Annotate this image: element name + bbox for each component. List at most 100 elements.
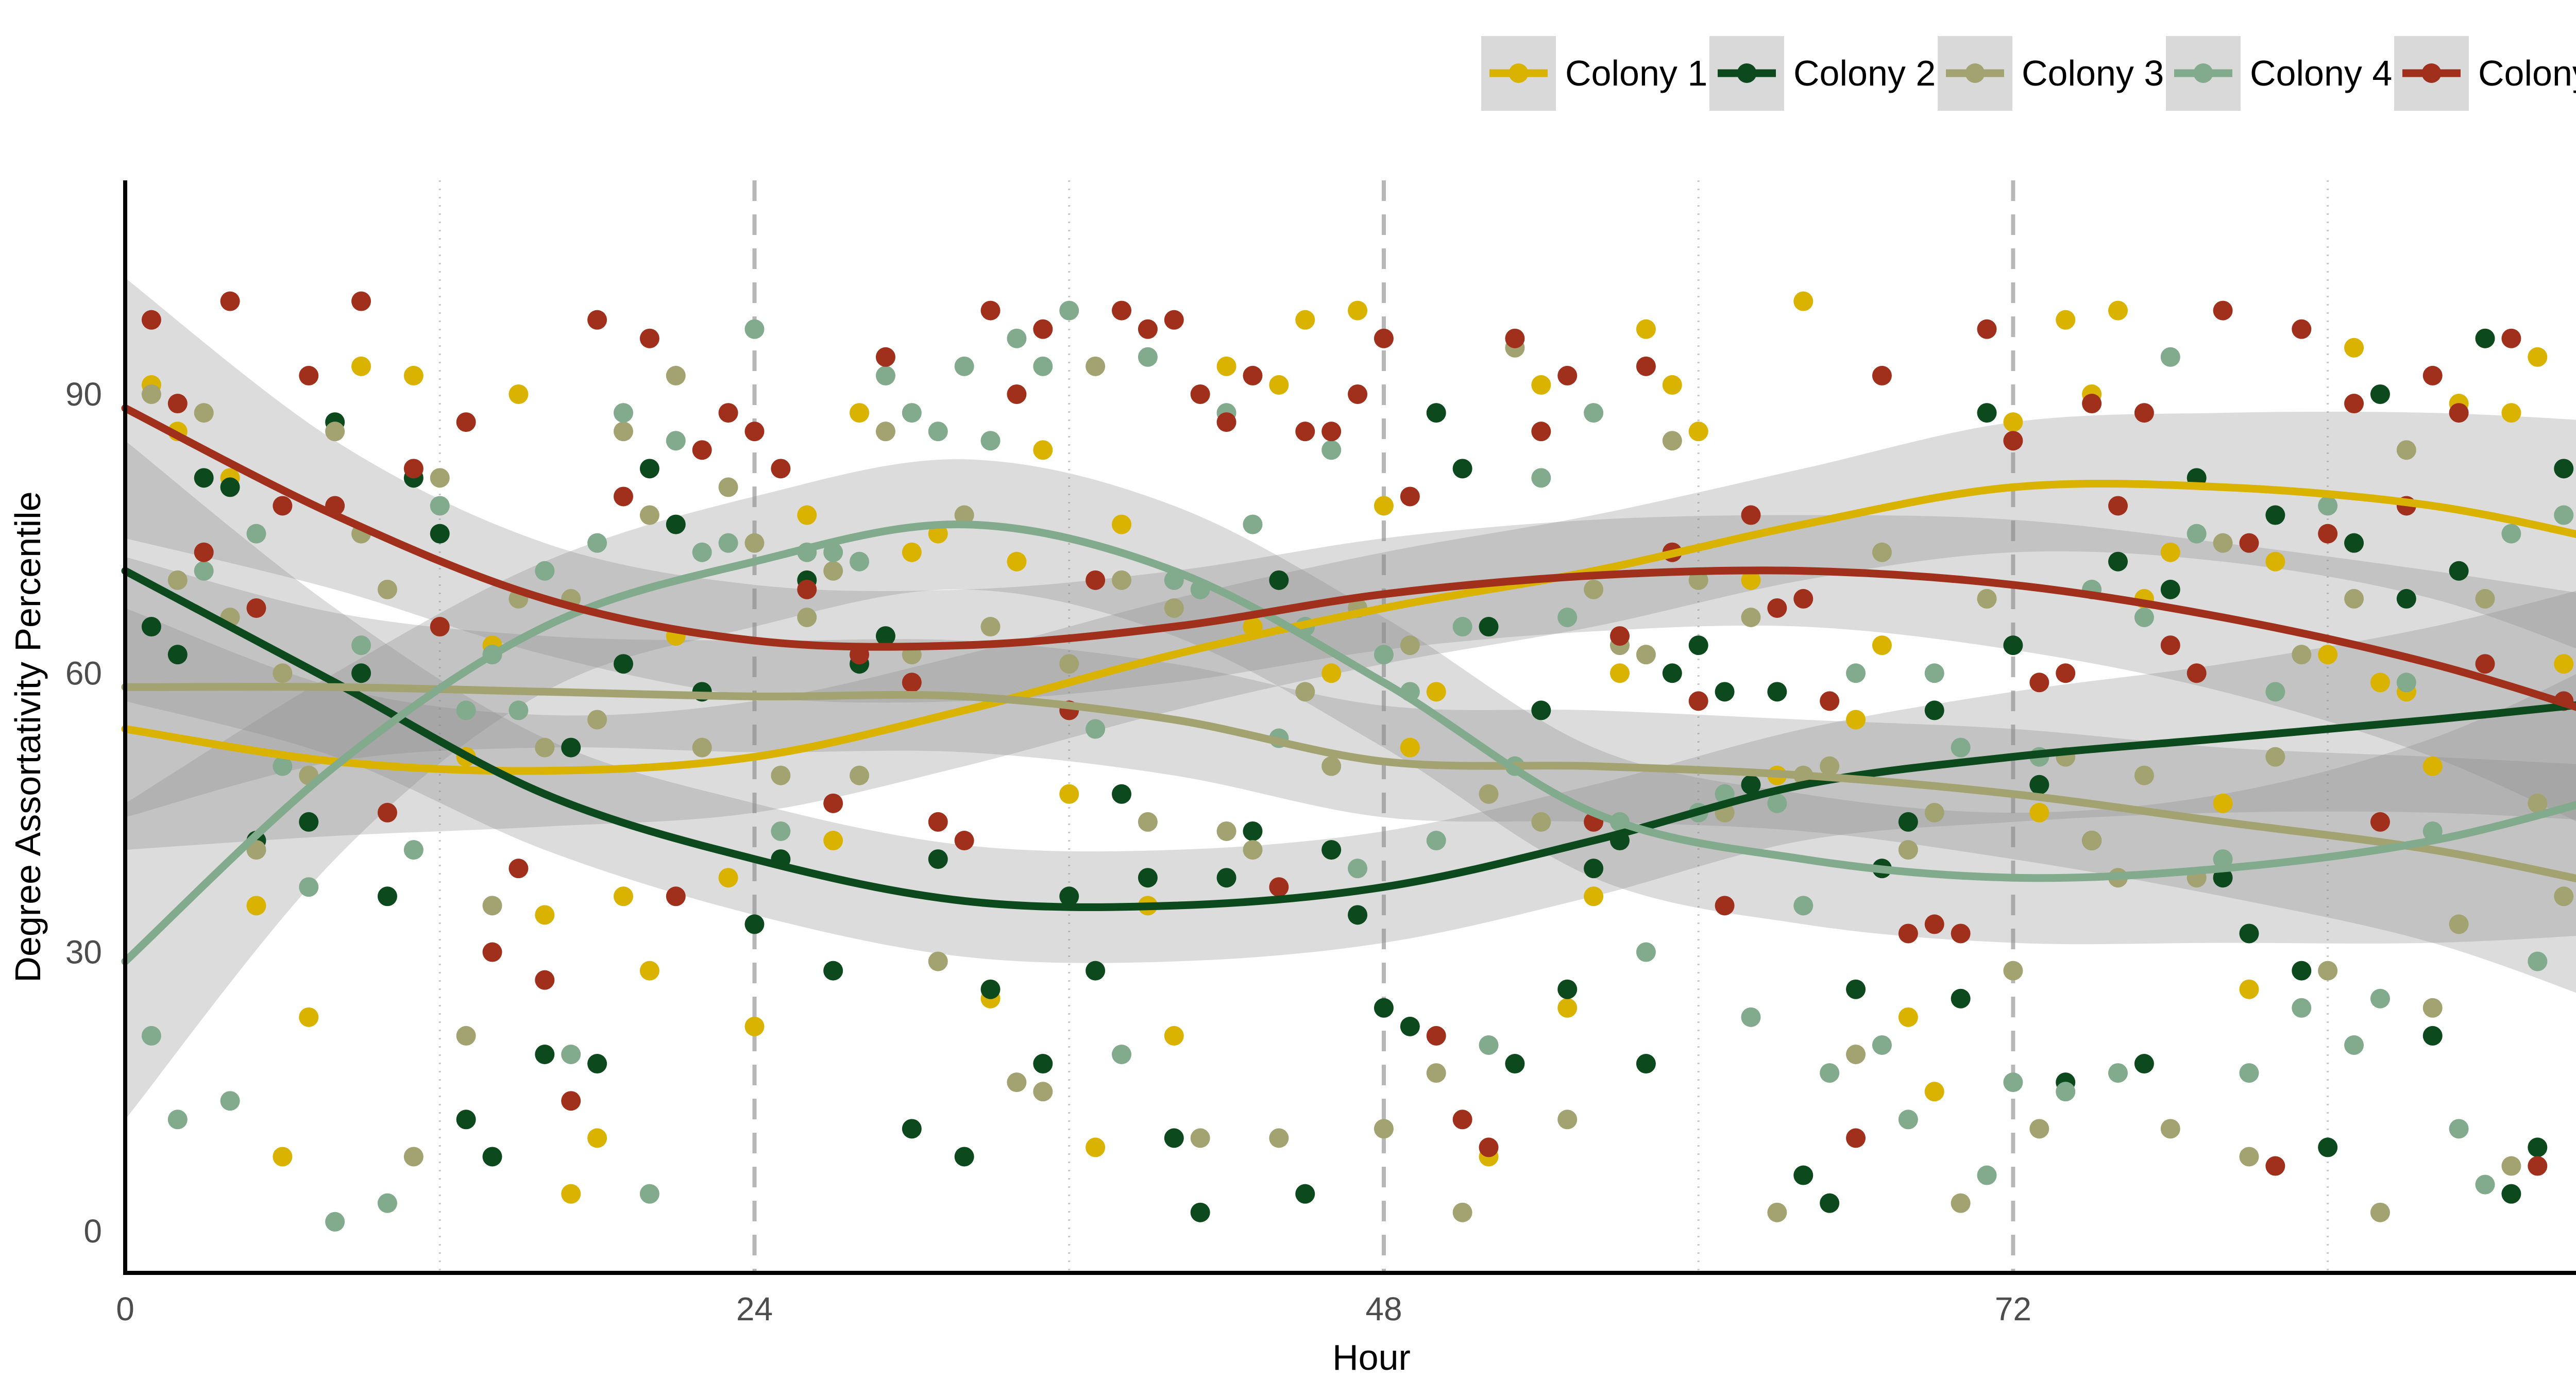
data-point [2108,496,2128,516]
data-point [1951,923,1971,944]
data-point [587,1054,607,1074]
data-point [2292,319,2312,339]
data-point [1138,347,1158,367]
data-point [273,1147,293,1167]
data-point [1033,1054,1053,1074]
data-point [2501,328,2521,348]
data-point [1007,1072,1027,1093]
legend-label: Colony 1 [1565,53,1707,93]
data-point [1007,551,1027,572]
data-point [928,812,948,832]
data-point [639,1184,659,1204]
data-point [1086,356,1106,376]
data-point [509,384,529,404]
reference-lines [438,180,2329,1273]
data-point [2422,756,2443,776]
data-point [141,1026,161,1046]
data-point [1479,1137,1499,1157]
trend-line [121,520,2576,966]
legend-item: Colony 1 [1481,36,1707,111]
data-point [1374,1119,1394,1139]
data-point [1505,1054,1525,1074]
data-point [1584,859,1604,879]
data-point [2422,1026,2443,1046]
data-point [1452,617,1472,637]
data-point [561,1091,581,1111]
confidence-band [125,411,2576,850]
data-point [2056,663,2076,683]
data-point [1348,384,1368,404]
data-point [2134,608,2154,627]
data-point [850,403,870,423]
data-point [535,905,555,925]
data-point [1584,403,1604,423]
data-point [875,365,895,385]
data-point [1688,422,1708,442]
data-point [1374,998,1394,1018]
data-point [1924,663,1944,683]
data-point [1741,505,1761,525]
data-point [1872,542,1892,562]
data-point [718,403,738,423]
data-point [2554,654,2574,674]
data-point [1426,682,1446,702]
data-point [1269,375,1289,395]
x-tick-label: 0 [116,1290,134,1328]
data-point [2265,682,2285,702]
legend-item: Colony 5 [2394,36,2576,111]
data-point [246,896,266,916]
data-point [1452,1202,1472,1222]
data-point [1557,979,1578,999]
data-point [1059,300,1079,321]
data-point [2292,645,2312,665]
data-point [2344,1035,2364,1055]
data-point [692,440,712,460]
data-point [928,951,948,971]
legend: Colony 1 Colony 2 Colony 3 Colony 4 Colony 5 [1481,36,2576,111]
y-tick-label: 60 [65,654,102,692]
data-point [194,561,214,581]
data-point [351,663,371,683]
data-point [639,961,659,981]
data-point [535,737,555,758]
data-point [1374,328,1394,348]
data-point [1924,700,1944,720]
data-point [2213,533,2233,553]
data-point [482,1147,502,1167]
data-point [2265,505,2285,525]
data-point [2239,979,2259,999]
data-point [1321,840,1342,860]
data-point [1898,1007,1918,1027]
data-point [1610,626,1630,646]
data-point [1924,1082,1944,1102]
data-point [2449,1119,2469,1139]
data-point [2003,1072,2023,1093]
data-point [325,1212,345,1232]
data-point [1767,598,1787,618]
data-point [1190,1202,1210,1222]
data-point [2239,533,2259,553]
data-point [1793,1165,1814,1185]
data-point [1898,923,1918,944]
data-point [744,422,765,442]
data-point [1636,645,1656,665]
data-point [587,533,607,553]
data-point [980,300,1001,321]
data-point [351,291,371,311]
data-point [902,542,922,562]
data-point [2554,459,2574,479]
data-point [1216,821,1236,841]
data-point [2029,1119,2049,1139]
data-point [1243,365,1263,385]
data-point [1348,300,1368,321]
data-point [1951,988,1971,1009]
data-point [1610,663,1630,683]
data-point [797,608,817,627]
data-point [1086,961,1106,981]
data-point [1321,422,1342,442]
data-point [2422,365,2443,385]
data-point [220,477,240,497]
legend-item: Colony 3 [1938,36,2164,111]
data-point [2029,802,2049,822]
